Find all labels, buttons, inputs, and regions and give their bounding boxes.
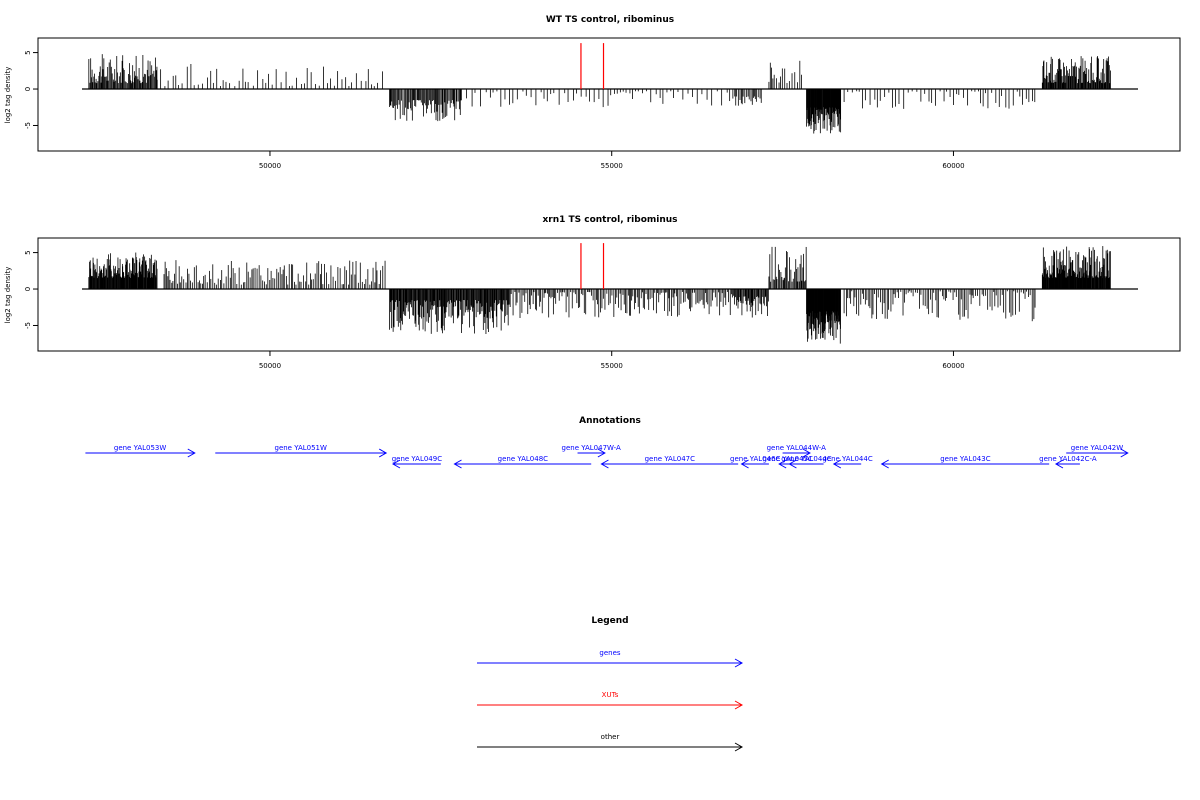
legend-item: other [477, 733, 744, 752]
gene-arrow: gene YAL044C [822, 455, 873, 469]
x-tick-label: 55000 [601, 162, 623, 170]
y-tick-label: 0 [24, 287, 32, 291]
x-tick-label: 50000 [259, 162, 281, 170]
panel-xrn1: xrn1 TS control, ribominus 5 0 -5 50000 5500… [4, 215, 1181, 370]
gene-arrow: gene YAL053W [85, 444, 196, 458]
panel-title: WT TS control, ribominus [546, 15, 674, 25]
gene-label: gene YAL047W-A [562, 444, 622, 452]
legend-items: genes XUTs other [477, 649, 744, 752]
legend-item: XUTs [477, 691, 744, 710]
panel-title: xrn1 TS control, ribominus [542, 215, 677, 225]
legend-label: other [601, 733, 620, 741]
y-tick-label: -5 [24, 122, 32, 129]
gene-arrow: gene YAL051W [215, 444, 388, 458]
gene-label: gene YAL053W [114, 444, 167, 452]
gene-arrow: gene YAL047W-A [562, 444, 622, 458]
y-axis-label: log2 tag density [4, 67, 12, 124]
annotations-title: Annotations [579, 416, 641, 426]
y-axis-label: log2 tag density [4, 267, 12, 324]
x-tick-label: 55000 [601, 362, 623, 370]
gene-label: gene YAL047C [645, 455, 696, 463]
x-tick-label: 60000 [942, 362, 964, 370]
gene-arrow: gene YAL049C [392, 455, 443, 469]
gene-label: gene YAL042W [1071, 444, 1124, 452]
density-bars [82, 43, 1138, 134]
gene-label: gene YAL044W-A [767, 444, 827, 452]
gene-arrow: gene YAL046C [730, 455, 781, 469]
gene-arrows: gene YAL053W gene YAL051W gene YAL049C gene… [85, 444, 1129, 469]
gene-arrow: gene YAL048C [453, 455, 592, 469]
gene-label: gene YAL046C [730, 455, 781, 463]
x-tick-label: 60000 [942, 162, 964, 170]
annotations-track: Annotations gene YAL053W gene YAL051Wgene… [85, 416, 1129, 469]
gene-arrow: gene YAL044C [781, 455, 832, 469]
legend-item: genes [477, 649, 744, 668]
gene-label: gene YAL043C [940, 455, 991, 463]
legend: Legend genes XUTs other [477, 616, 744, 752]
gene-label: gene YAL044C [781, 455, 832, 463]
gene-label: gene YAL044C [822, 455, 873, 463]
gene-label: gene YAL049C [392, 455, 443, 463]
gene-arrow: gene YAL042C-A [1039, 455, 1097, 469]
axes: 5 0 -5 50000 55000 60000 [24, 250, 965, 370]
panel-wt: WT TS control, ribominus 5 0 -5 50000 55000 6… [4, 15, 1181, 170]
y-tick-label: 5 [24, 50, 32, 54]
gene-label: gene YAL042C-A [1039, 455, 1097, 463]
legend-label: XUTs [602, 691, 619, 699]
legend-title: Legend [591, 616, 628, 626]
density-bars [82, 243, 1138, 344]
gene-label: gene YAL045C [763, 455, 814, 463]
gene-arrow: gene YAL044W-A [767, 444, 827, 458]
y-tick-label: -5 [24, 322, 32, 329]
legend-label: genes [599, 649, 620, 657]
x-tick-label: 50000 [259, 362, 281, 370]
axes: 5 0 -5 50000 55000 60000 [24, 50, 965, 170]
gene-label: gene YAL048C [498, 455, 549, 463]
y-tick-label: 5 [24, 250, 32, 254]
gene-arrow: gene YAL042W [1066, 444, 1129, 458]
gene-arrow: gene YAL047C [600, 455, 739, 469]
gene-label: gene YAL051W [275, 444, 328, 452]
y-tick-label: 0 [24, 87, 32, 91]
gene-arrow: gene YAL043C [880, 455, 1050, 469]
